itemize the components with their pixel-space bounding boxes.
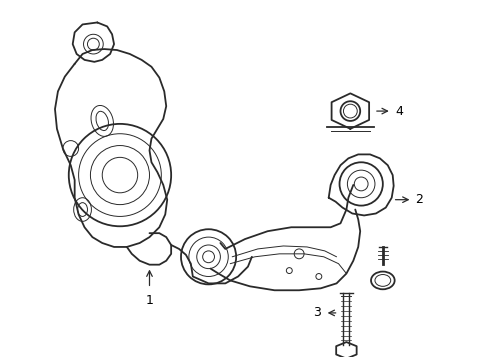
Text: 3: 3 (313, 306, 321, 319)
Text: 4: 4 (395, 105, 403, 118)
Text: 2: 2 (416, 193, 423, 206)
Text: 1: 1 (146, 294, 153, 307)
